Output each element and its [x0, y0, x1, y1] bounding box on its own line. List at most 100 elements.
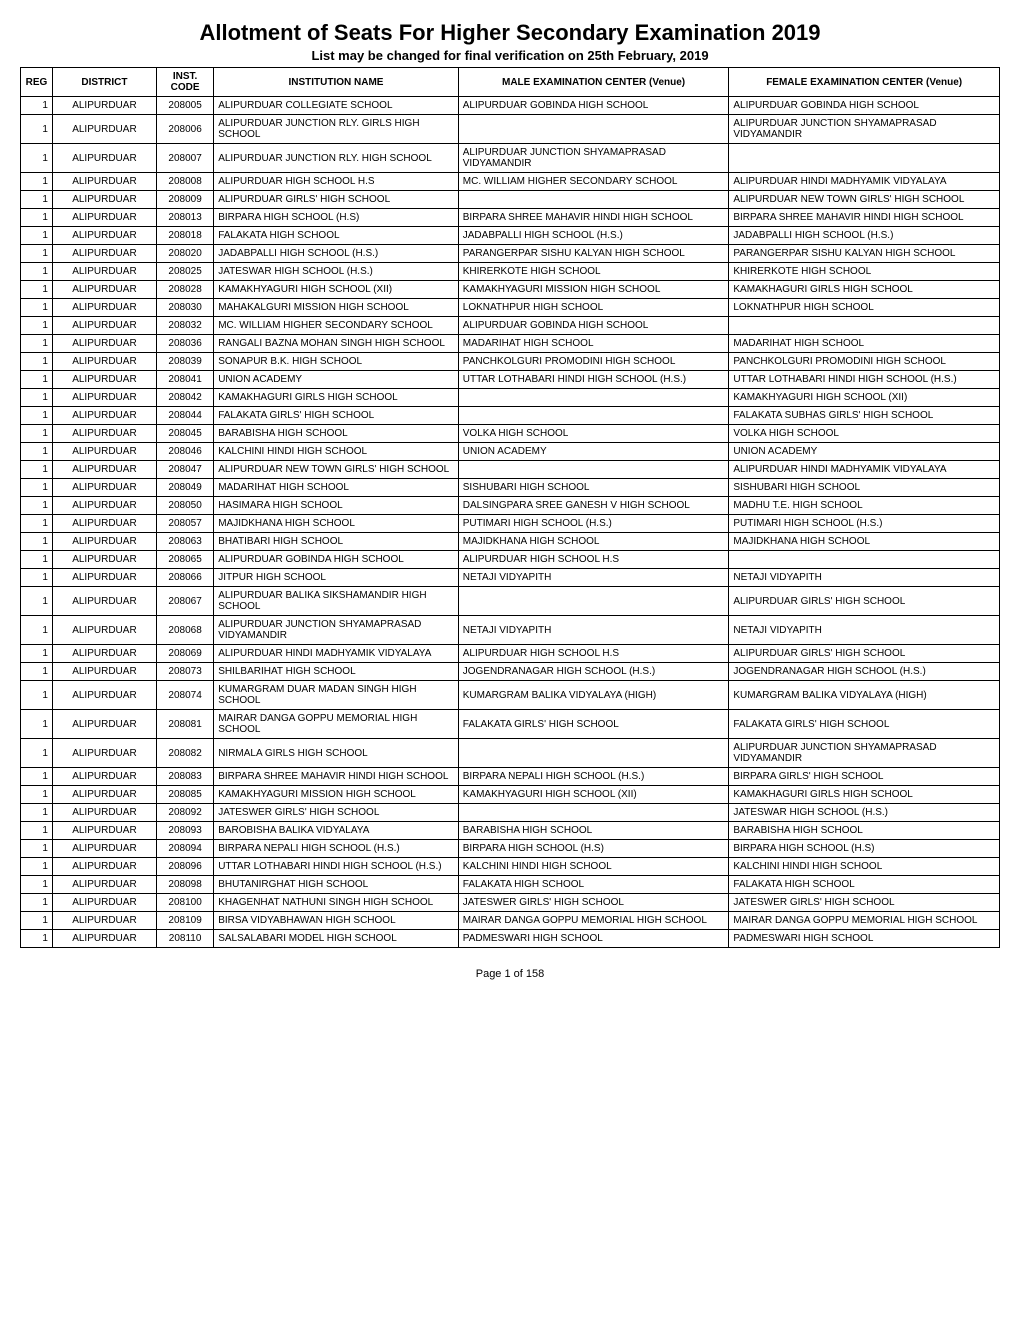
- cell-reg: 1: [21, 407, 53, 425]
- cell-institution: ALIPURDUAR HINDI MADHYAMIK VIDYALAYA: [214, 645, 459, 663]
- cell-institution: KHAGENHAT NATHUNI SINGH HIGH SCHOOL: [214, 894, 459, 912]
- cell-male-center: JADABPALLI HIGH SCHOOL (H.S.): [458, 227, 729, 245]
- table-row: 1ALIPURDUAR208009ALIPURDUAR GIRLS' HIGH …: [21, 191, 1000, 209]
- cell-male-center: PANCHKOLGURI PROMODINI HIGH SCHOOL: [458, 353, 729, 371]
- cell-district: ALIPURDUAR: [52, 389, 156, 407]
- cell-district: ALIPURDUAR: [52, 299, 156, 317]
- page-subtitle: List may be changed for final verificati…: [20, 48, 1000, 63]
- cell-district: ALIPURDUAR: [52, 263, 156, 281]
- cell-female-center: KAMAKHYAGURI HIGH SCHOOL (XII): [729, 389, 1000, 407]
- cell-female-center: ALIPURDUAR GIRLS' HIGH SCHOOL: [729, 587, 1000, 616]
- cell-code: 208045: [156, 425, 213, 443]
- table-row: 1ALIPURDUAR208045BARABISHA HIGH SCHOOLVO…: [21, 425, 1000, 443]
- table-row: 1ALIPURDUAR208007ALIPURDUAR JUNCTION RLY…: [21, 144, 1000, 173]
- cell-reg: 1: [21, 569, 53, 587]
- cell-institution: BAROBISHA BALIKA VIDYALAYA: [214, 822, 459, 840]
- cell-code: 208094: [156, 840, 213, 858]
- cell-male-center: BIRPARA HIGH SCHOOL (H.S): [458, 840, 729, 858]
- cell-code: 208083: [156, 768, 213, 786]
- cell-code: 208050: [156, 497, 213, 515]
- table-row: 1ALIPURDUAR208063BHATIBARI HIGH SCHOOLMA…: [21, 533, 1000, 551]
- cell-male-center: MAIRAR DANGA GOPPU MEMORIAL HIGH SCHOOL: [458, 912, 729, 930]
- cell-institution: ALIPURDUAR JUNCTION RLY. HIGH SCHOOL: [214, 144, 459, 173]
- cell-institution: JITPUR HIGH SCHOOL: [214, 569, 459, 587]
- cell-institution: MAIRAR DANGA GOPPU MEMORIAL HIGH SCHOOL: [214, 710, 459, 739]
- cell-female-center: KAMAKHAGURI GIRLS HIGH SCHOOL: [729, 281, 1000, 299]
- cell-code: 208066: [156, 569, 213, 587]
- cell-female-center: KALCHINI HINDI HIGH SCHOOL: [729, 858, 1000, 876]
- cell-reg: 1: [21, 786, 53, 804]
- cell-institution: MC. WILLIAM HIGHER SECONDARY SCHOOL: [214, 317, 459, 335]
- cell-district: ALIPURDUAR: [52, 739, 156, 768]
- cell-institution: FALAKATA GIRLS' HIGH SCHOOL: [214, 407, 459, 425]
- cell-reg: 1: [21, 533, 53, 551]
- cell-male-center: DALSINGPARA SREE GANESH V HIGH SCHOOL: [458, 497, 729, 515]
- cell-code: 208082: [156, 739, 213, 768]
- cell-institution: ALIPURDUAR COLLEGIATE SCHOOL: [214, 97, 459, 115]
- cell-male-center: [458, 389, 729, 407]
- table-row: 1ALIPURDUAR208006ALIPURDUAR JUNCTION RLY…: [21, 115, 1000, 144]
- cell-reg: 1: [21, 515, 53, 533]
- cell-female-center: PARANGERPAR SISHU KALYAN HIGH SCHOOL: [729, 245, 1000, 263]
- cell-code: 208047: [156, 461, 213, 479]
- cell-male-center: MADARIHAT HIGH SCHOOL: [458, 335, 729, 353]
- cell-reg: 1: [21, 894, 53, 912]
- table-row: 1ALIPURDUAR208050HASIMARA HIGH SCHOOLDAL…: [21, 497, 1000, 515]
- cell-district: ALIPURDUAR: [52, 710, 156, 739]
- table-row: 1ALIPURDUAR208018FALAKATA HIGH SCHOOLJAD…: [21, 227, 1000, 245]
- cell-male-center: [458, 804, 729, 822]
- cell-female-center: LOKNATHPUR HIGH SCHOOL: [729, 299, 1000, 317]
- cell-reg: 1: [21, 115, 53, 144]
- cell-male-center: ALIPURDUAR GOBINDA HIGH SCHOOL: [458, 317, 729, 335]
- page-footer: Page 1 of 158: [20, 968, 1000, 980]
- cell-code: 208030: [156, 299, 213, 317]
- cell-male-center: [458, 115, 729, 144]
- cell-female-center: VOLKA HIGH SCHOOL: [729, 425, 1000, 443]
- cell-female-center: ALIPURDUAR HINDI MADHYAMIK VIDYALAYA: [729, 173, 1000, 191]
- cell-female-center: BIRPARA HIGH SCHOOL (H.S): [729, 840, 1000, 858]
- cell-reg: 1: [21, 616, 53, 645]
- cell-male-center: KHIRERKOTE HIGH SCHOOL: [458, 263, 729, 281]
- table-row: 1ALIPURDUAR208110SALSALABARI MODEL HIGH …: [21, 930, 1000, 948]
- cell-female-center: JATESWER GIRLS' HIGH SCHOOL: [729, 894, 1000, 912]
- cell-reg: 1: [21, 645, 53, 663]
- table-row: 1ALIPURDUAR208069ALIPURDUAR HINDI MADHYA…: [21, 645, 1000, 663]
- cell-institution: JATESWER GIRLS' HIGH SCHOOL: [214, 804, 459, 822]
- cell-female-center: JADABPALLI HIGH SCHOOL (H.S.): [729, 227, 1000, 245]
- cell-male-center: FALAKATA HIGH SCHOOL: [458, 876, 729, 894]
- table-row: 1ALIPURDUAR208065ALIPURDUAR GOBINDA HIGH…: [21, 551, 1000, 569]
- cell-female-center: ALIPURDUAR JUNCTION SHYAMAPRASAD VIDYAMA…: [729, 739, 1000, 768]
- cell-female-center: NETAJI VIDYAPITH: [729, 616, 1000, 645]
- cell-code: 208009: [156, 191, 213, 209]
- cell-district: ALIPURDUAR: [52, 663, 156, 681]
- cell-district: ALIPURDUAR: [52, 616, 156, 645]
- cell-code: 208025: [156, 263, 213, 281]
- cell-female-center: UTTAR LOTHABARI HINDI HIGH SCHOOL (H.S.): [729, 371, 1000, 389]
- cell-female-center: ALIPURDUAR NEW TOWN GIRLS' HIGH SCHOOL: [729, 191, 1000, 209]
- cell-district: ALIPURDUAR: [52, 804, 156, 822]
- table-row: 1ALIPURDUAR208041UNION ACADEMYUTTAR LOTH…: [21, 371, 1000, 389]
- cell-code: 208020: [156, 245, 213, 263]
- cell-male-center: VOLKA HIGH SCHOOL: [458, 425, 729, 443]
- cell-reg: 1: [21, 822, 53, 840]
- table-row: 1ALIPURDUAR208094BIRPARA NEPALI HIGH SCH…: [21, 840, 1000, 858]
- cell-district: ALIPURDUAR: [52, 443, 156, 461]
- cell-code: 208085: [156, 786, 213, 804]
- cell-reg: 1: [21, 425, 53, 443]
- cell-female-center: ALIPURDUAR GOBINDA HIGH SCHOOL: [729, 97, 1000, 115]
- table-row: 1ALIPURDUAR208085KAMAKHYAGURI MISSION HI…: [21, 786, 1000, 804]
- cell-district: ALIPURDUAR: [52, 227, 156, 245]
- cell-female-center: MADHU T.E. HIGH SCHOOL: [729, 497, 1000, 515]
- cell-institution: MAJIDKHANA HIGH SCHOOL: [214, 515, 459, 533]
- cell-institution: BARABISHA HIGH SCHOOL: [214, 425, 459, 443]
- cell-reg: 1: [21, 443, 53, 461]
- cell-code: 208013: [156, 209, 213, 227]
- cell-male-center: NETAJI VIDYAPITH: [458, 569, 729, 587]
- cell-reg: 1: [21, 191, 53, 209]
- cell-male-center: ALIPURDUAR JUNCTION SHYAMAPRASAD VIDYAMA…: [458, 144, 729, 173]
- cell-code: 208100: [156, 894, 213, 912]
- cell-institution: SONAPUR B.K. HIGH SCHOOL: [214, 353, 459, 371]
- cell-reg: 1: [21, 858, 53, 876]
- cell-code: 208096: [156, 858, 213, 876]
- cell-district: ALIPURDUAR: [52, 461, 156, 479]
